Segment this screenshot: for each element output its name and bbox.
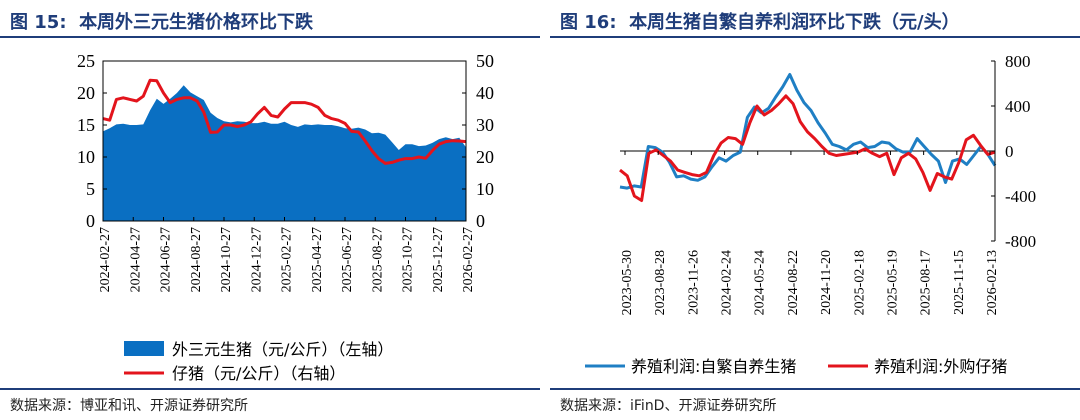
x-axis-tick-label: 2024-02-24 <box>720 250 735 315</box>
right-axis-tick-label: 20 <box>476 147 494 167</box>
right-axis-tick-label: 40 <box>476 83 494 103</box>
legend-label-area: 外三元生猪（元/公斤）（左轴） <box>172 340 393 359</box>
chart-panel-left: 图 15: 本周外三元生猪价格环比下跌 0 5 10 15 20 25 0 10 20 30 40 5… <box>0 8 540 414</box>
right-axis-tick-label: 50 <box>476 51 494 71</box>
x-axis-tick-label: 2025-08-27 <box>370 227 385 292</box>
figure-title: 本周生猪自繁自养利润环比下跌（元/头） <box>629 12 960 33</box>
x-axis-tick-label: 2025-05-19 <box>885 250 900 315</box>
left-axis-tick-label: 15 <box>77 115 95 135</box>
left-axis-tick-label: 25 <box>77 51 95 71</box>
left-axis-tick-label: 5 <box>86 179 95 199</box>
x-axis-tick-label: 2025-06-27 <box>340 227 355 292</box>
x-axis-tick-label: 2026-02-13 <box>985 250 1000 315</box>
x-axis-tick-label: 2023-05-30 <box>620 250 635 315</box>
x-axis-tick-label: 2025-02-18 <box>852 250 867 315</box>
right-axis-tick-label: 30 <box>476 115 494 135</box>
series-line-purchased-piglet <box>619 94 996 202</box>
y-axis-tick-label: 400 <box>1005 97 1031 116</box>
chart-title: 图 15: 本周外三元生猪价格环比下跌 <box>10 8 313 34</box>
y-axis-tick-label: -400 <box>1005 187 1036 206</box>
y-axis-tick-label: 0 <box>1005 142 1014 161</box>
series-area-pig-price <box>103 85 466 221</box>
source-divider <box>0 388 540 390</box>
source-divider <box>550 388 1080 390</box>
legend-label-purchased-piglet: 养殖利润:外购仔猪 <box>874 357 1007 376</box>
x-axis-tick-label: 2024-08-27 <box>189 227 204 292</box>
left-axis-tick-label: 20 <box>77 83 95 103</box>
x-axis-tick-label: 2024-02-27 <box>98 227 113 292</box>
chart-title: 图 16: 本周生猪自繁自养利润环比下跌（元/头） <box>560 8 960 34</box>
source-note: 数据来源：博亚和讯、开源证券研究所 <box>10 398 248 414</box>
x-axis-tick-label: 2025-04-27 <box>310 227 325 292</box>
title-divider <box>550 36 1080 38</box>
x-axis-tick-label: 2025-11-15 <box>952 250 967 315</box>
breeding-profit-chart: 800 400 0 -400 -800 2023-05-30 2023-08-28 2023-… <box>585 52 1036 376</box>
y-axis-tick-label: 800 <box>1005 52 1031 71</box>
y-axis-tick-label: -800 <box>1005 232 1036 251</box>
figure-label: 图 15: <box>10 12 67 33</box>
x-axis-tick-label: 2024-10-27 <box>219 227 234 292</box>
series-line-piglet-price <box>102 78 467 165</box>
x-axis-tick-label: 2024-05-24 <box>753 250 768 315</box>
right-axis-tick-label: 0 <box>476 211 485 231</box>
series-line-self-breeding <box>619 73 997 190</box>
left-axis-tick-label: 10 <box>77 147 95 167</box>
legend-swatch-area <box>124 341 164 356</box>
x-axis-tick-label: 2026-02-27 <box>461 227 476 292</box>
legend-label-line: 仔猪（元/公斤）（右轴） <box>172 364 345 383</box>
x-axis-tick-label: 2024-11-20 <box>819 250 834 315</box>
x-axis-tick-label: 2024-12-27 <box>249 227 264 292</box>
figure-title: 本周外三元生猪价格环比下跌 <box>79 12 314 33</box>
x-axis-tick-label: 2024-06-27 <box>159 227 174 292</box>
figure-label: 图 16: <box>560 12 617 33</box>
chart-panel-right: 图 16: 本周生猪自繁自养利润环比下跌（元/头） 800 400 0 -400 -80… <box>550 0 1080 420</box>
right-axis-tick-label: 10 <box>476 179 494 199</box>
source-note: 数据来源：iFinD、开源证券研究所 <box>560 398 777 414</box>
x-axis-tick-label: 2025-02-27 <box>280 227 295 292</box>
pig-price-chart: 0 5 10 15 20 25 0 10 20 30 40 50 2024-02-27 2024-04-2… <box>77 51 494 383</box>
x-axis-tick-label: 2025-12-27 <box>431 227 446 292</box>
x-axis-tick-label: 2023-11-26 <box>686 250 701 315</box>
x-axis-tick-label: 2024-08-22 <box>786 250 801 315</box>
x-axis-tick-label: 2024-04-27 <box>128 227 143 292</box>
x-axis-tick-label: 2025-08-17 <box>919 250 934 315</box>
legend-label-self-breeding: 养殖利润:自繁自养生猪 <box>631 357 796 376</box>
title-divider <box>0 36 540 38</box>
x-axis-tick-label: 2023-08-28 <box>653 250 668 315</box>
x-axis-tick-label: 2025-10-27 <box>401 227 416 292</box>
left-axis-tick-label: 0 <box>86 211 95 231</box>
